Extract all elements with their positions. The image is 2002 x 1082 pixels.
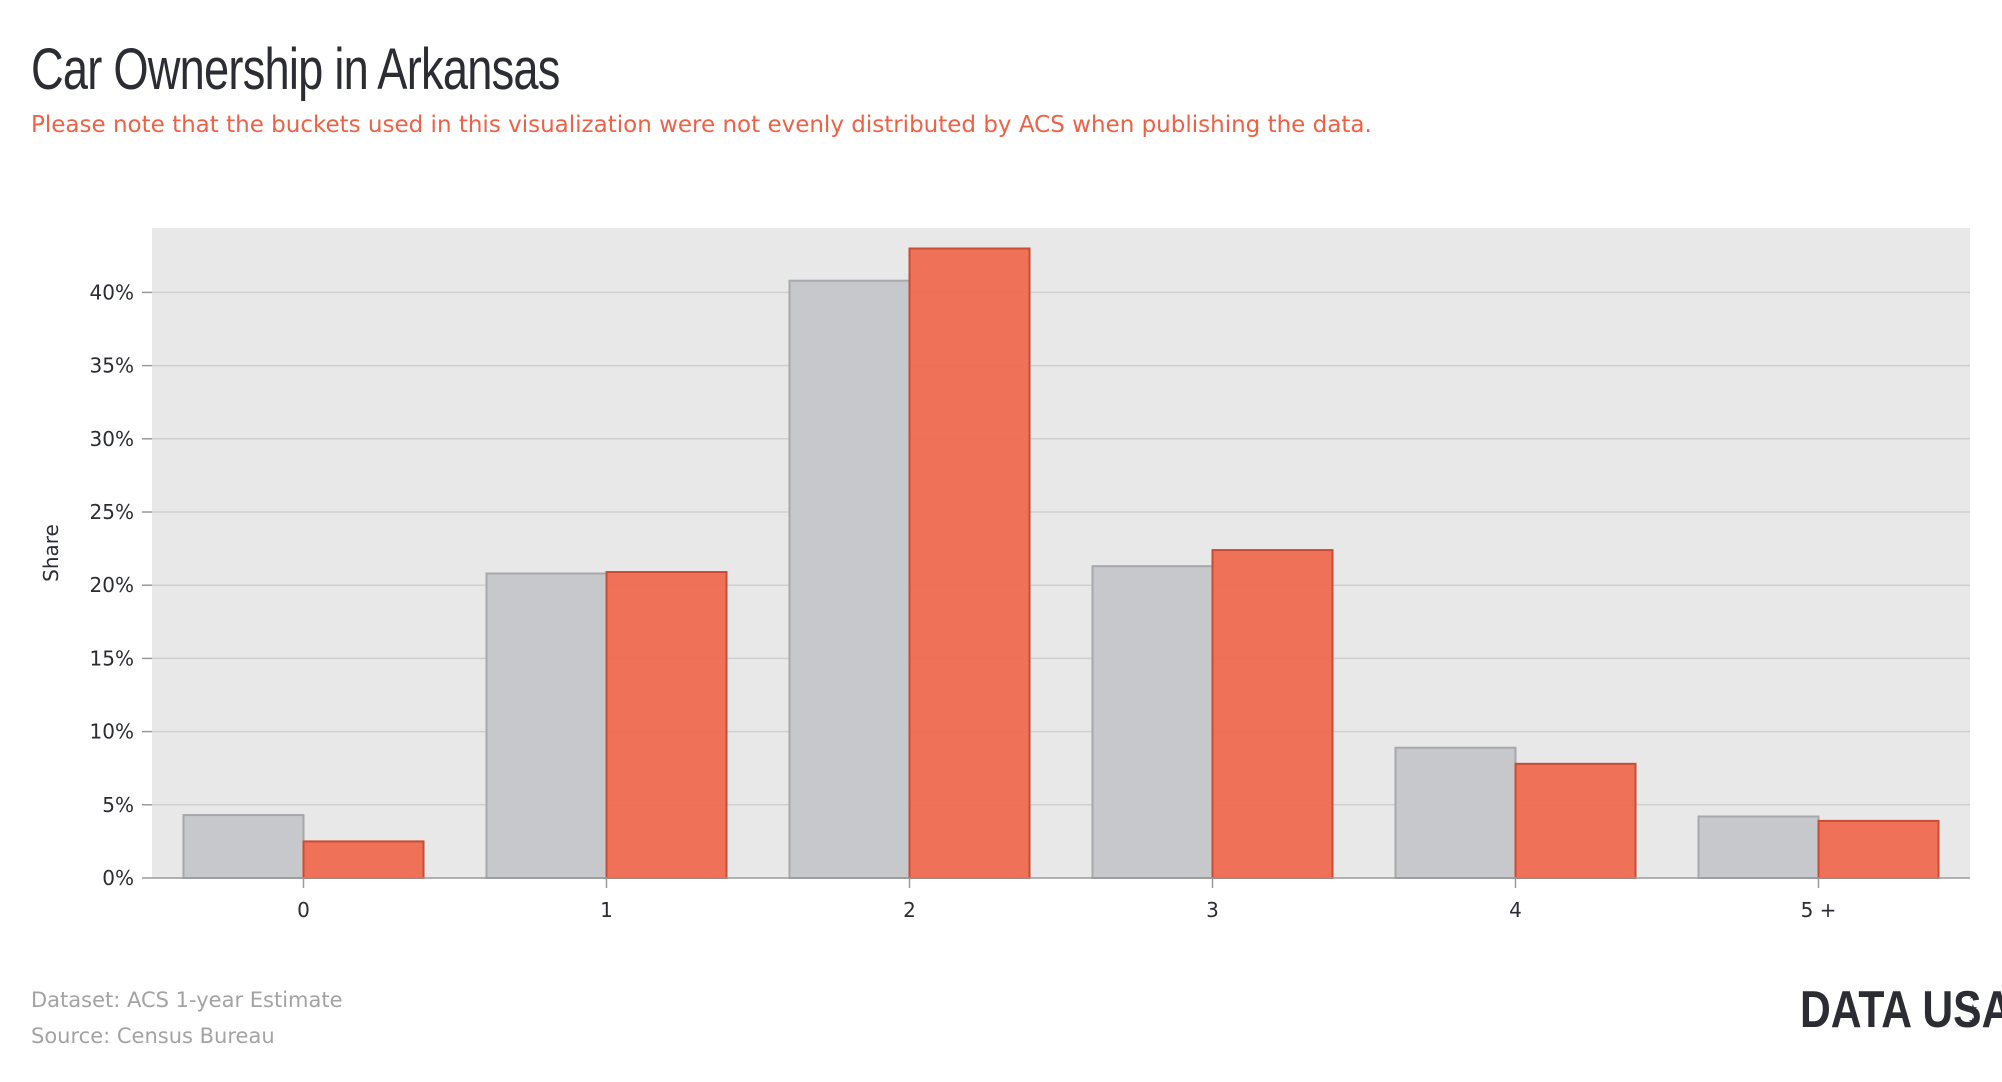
bar: [908, 247, 1031, 880]
source-note: Source: Census Bureau: [31, 1024, 275, 1048]
bar: [788, 279, 911, 879]
bar: [605, 571, 728, 880]
y-axis-ticks: 0% 5% 10% 15% 20% 25% 30% 35% 40%: [90, 280, 152, 890]
y-axis-label: Share: [39, 524, 63, 582]
y-tick-label: 35%: [90, 354, 134, 378]
chart-subtitle: Please note that the buckets used in thi…: [31, 112, 1372, 138]
y-tick-label: 20%: [90, 573, 134, 597]
bar: [1817, 819, 1940, 879]
y-tick-label: 10%: [90, 720, 134, 744]
dataset-note: Dataset: ACS 1-year Estimate: [31, 988, 343, 1012]
x-tick-label: 4: [1509, 898, 1522, 922]
y-tick-label: 15%: [90, 646, 134, 670]
bar: [1091, 565, 1214, 879]
x-axis-ticks: 0 1 2 3 4 5 +: [297, 878, 1836, 922]
bars: [182, 247, 1940, 880]
y-tick-label: 0%: [102, 866, 134, 890]
y-tick-label: 25%: [90, 500, 134, 524]
x-tick-label: 0: [297, 898, 310, 922]
datausa-logo[interactable]: DATA USA ★ ★ ★: [1800, 980, 2002, 1040]
y-tick-label: 5%: [102, 793, 134, 817]
plot-area: [152, 228, 1970, 878]
bar: [1394, 746, 1517, 879]
bar: [302, 840, 425, 879]
x-tick-label: 2: [903, 898, 916, 922]
x-tick-label: 3: [1206, 898, 1219, 922]
bar: [1514, 762, 1637, 879]
y-tick-label: 40%: [90, 280, 134, 304]
bar: [1211, 549, 1334, 879]
gridlines: [152, 291, 1970, 806]
star-icon: ★ ★ ★: [1968, 990, 1978, 1028]
logo-text: DATA USA: [1800, 981, 2002, 1039]
x-tick-label: 5 +: [1801, 898, 1837, 922]
chart-title: Car Ownership in Arkansas: [31, 37, 560, 102]
bar: [485, 572, 608, 879]
x-tick-label: 1: [600, 898, 613, 922]
bar: [1697, 815, 1820, 879]
bar: [182, 814, 305, 880]
y-tick-label: 30%: [90, 427, 134, 451]
